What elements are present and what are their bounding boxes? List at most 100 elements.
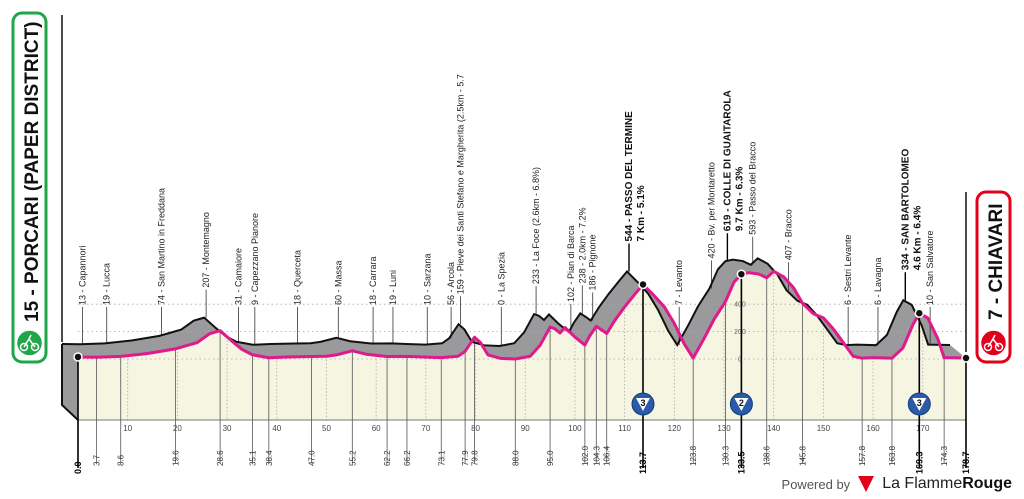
ground-area bbox=[78, 271, 966, 420]
waypoint-km-label: 79.8 bbox=[471, 450, 480, 466]
waypoint-label: 619 - COLLE DI GUAITAROLA bbox=[722, 90, 733, 231]
waypoint-label: 56 - Arcola bbox=[446, 262, 456, 305]
waypoint-label: 19 - Lucca bbox=[102, 263, 112, 305]
relief-band bbox=[62, 258, 966, 359]
climb-stats-label: 7 Km - 5.1% bbox=[636, 185, 647, 241]
waypoint-km-label: 66.2 bbox=[403, 450, 412, 466]
y-tick-label: 400 bbox=[734, 302, 746, 309]
waypoint-label: 207 - Montemagno bbox=[201, 212, 211, 288]
waypoint-km-label: 38.4 bbox=[265, 450, 274, 466]
brand-name-b: Rouge bbox=[962, 475, 1012, 492]
profile-marker bbox=[914, 308, 925, 318]
x-tick-label: 170 bbox=[916, 424, 930, 433]
waypoint-label: 18 - Querceta bbox=[293, 250, 303, 305]
finish-cyclist-icon bbox=[979, 329, 1008, 357]
x-tick-label: 60 bbox=[372, 424, 381, 433]
waypoint-km-label: 0.0 bbox=[73, 461, 83, 474]
x-tick-label: 30 bbox=[223, 424, 232, 433]
relief-side-face bbox=[62, 343, 78, 420]
climb-stats-label: 9.7 Km - 6.3% bbox=[734, 167, 745, 232]
waypoint-km-label: 174.3 bbox=[940, 445, 949, 466]
x-tick-label: 40 bbox=[272, 424, 281, 433]
start-cyclist-icon bbox=[15, 329, 44, 357]
waypoint-label: 186 - Pignone bbox=[588, 234, 598, 290]
relief-top-outline bbox=[61, 257, 951, 348]
climb-triangle-icon bbox=[912, 398, 927, 411]
waypoint-km-label: 88.0 bbox=[511, 450, 520, 466]
waypoint-km-label: 77.9 bbox=[461, 450, 470, 466]
waypoint-label: 238 - 2.0km - 7.2% bbox=[577, 207, 587, 283]
relief-side-outline bbox=[61, 343, 79, 421]
waypoint-km-label: 130.3 bbox=[721, 445, 730, 466]
x-tick-label: 160 bbox=[866, 424, 880, 433]
waypoint-label: 407 - Bracco bbox=[784, 209, 794, 260]
climb-category-label: 2 bbox=[739, 398, 744, 408]
x-tick-label: 90 bbox=[521, 424, 530, 433]
waypoint-km-label: 138.6 bbox=[763, 445, 772, 466]
waypoint-km-label: 113.7 bbox=[638, 452, 648, 474]
waypoint-label: 544 - PASSO DEL TERMINE bbox=[624, 111, 635, 242]
waypoint-km-label: 19.6 bbox=[171, 450, 180, 466]
waypoint-km-label: 73.1 bbox=[437, 450, 446, 466]
climb-category-label: 3 bbox=[640, 398, 645, 408]
flamme-rouge-logo-icon bbox=[858, 476, 875, 492]
waypoint-label: 593 - Passo del Bracco bbox=[748, 142, 758, 235]
waypoint-km-label: 62.2 bbox=[383, 450, 392, 466]
y-tick-label: 200 bbox=[734, 329, 746, 336]
x-tick-label: 80 bbox=[471, 424, 480, 433]
waypoint-km-label: 145.8 bbox=[799, 445, 808, 466]
waypoint-label: 233 - La Foce (2.6km - 6.8%) bbox=[531, 167, 541, 284]
waypoint-label: 74 - San Martino in Freddana bbox=[156, 188, 166, 305]
climb-category-badge: 3 bbox=[631, 392, 655, 416]
x-tick-label: 10 bbox=[123, 424, 132, 433]
waypoint-label: 6 - Sestri Levante bbox=[843, 234, 853, 305]
waypoint-km-label: 157.8 bbox=[858, 445, 867, 466]
waypoint-km-label: 55.2 bbox=[348, 450, 357, 466]
waypoint-label: 19 - Luni bbox=[388, 270, 398, 305]
waypoint-label: 10 - San Salvatore bbox=[925, 230, 935, 305]
x-tick-label: 100 bbox=[568, 424, 582, 433]
climb-category-badge: 2 bbox=[729, 392, 753, 416]
climb-stats-label: 4.6 Km - 6.4% bbox=[912, 206, 923, 271]
waypoint-km-label: 123.8 bbox=[689, 445, 698, 466]
x-tick-label: 140 bbox=[767, 424, 781, 433]
road-profile-line bbox=[77, 269, 967, 361]
climb-triangle-icon bbox=[636, 398, 651, 411]
waypoint-km-label: 28.6 bbox=[216, 450, 225, 466]
waypoint-km-label: 178.7 bbox=[961, 451, 971, 474]
climb-triangle-icon bbox=[734, 398, 749, 411]
profile-marker bbox=[736, 269, 747, 279]
waypoint-label: 7 - Levanto bbox=[674, 260, 684, 305]
waypoint-km-label: 106.4 bbox=[603, 445, 612, 466]
x-tick-label: 110 bbox=[618, 424, 631, 433]
waypoint-km-label: 133.5 bbox=[736, 451, 746, 474]
waypoint-label: 9 - Capezzano Pianore bbox=[250, 213, 260, 305]
waypoint-label: 13 - Capannori bbox=[77, 245, 87, 305]
x-tick-label: 150 bbox=[817, 424, 831, 433]
waypoint-km-label: 47.0 bbox=[308, 450, 317, 466]
waypoint-label: 6 - Lavagna bbox=[873, 257, 883, 305]
x-tick-label: 120 bbox=[668, 424, 682, 433]
waypoint-km-label: 169.3 bbox=[914, 451, 924, 474]
powered-by-text: Powered by bbox=[781, 476, 851, 492]
waypoint-km-label: 3.7 bbox=[92, 454, 101, 466]
waypoint-label: 60 - Massa bbox=[333, 260, 343, 305]
brand-name-a: La Flamme bbox=[882, 475, 963, 492]
waypoint-label: 420 - Bv. per Montaretto bbox=[706, 162, 716, 258]
waypoint-label: 10 - Sarzana bbox=[422, 253, 432, 305]
x-tick-label: 20 bbox=[173, 424, 182, 433]
y-tick-label: 0 bbox=[738, 357, 742, 364]
start-label: 15 - PORCARI (PAPER DISTRICT) bbox=[22, 21, 43, 322]
climb-category-label: 3 bbox=[917, 398, 922, 408]
waypoint-km-label: 35.1 bbox=[248, 450, 257, 466]
waypoint-km-label: 163.8 bbox=[888, 445, 897, 466]
finish-label: 7 - CHIAVARI bbox=[986, 204, 1007, 320]
finish-badge: 7 - CHIAVARI bbox=[975, 190, 1012, 364]
waypoint-label: 18 - Carrara bbox=[368, 256, 378, 305]
x-tick-label: 50 bbox=[322, 424, 331, 433]
waypoint-km-label: 8.6 bbox=[117, 454, 126, 466]
start-badge-frame bbox=[11, 11, 48, 364]
waypoint-km-label: 102.0 bbox=[581, 445, 590, 466]
waypoint-km-label: 95.0 bbox=[546, 450, 555, 466]
